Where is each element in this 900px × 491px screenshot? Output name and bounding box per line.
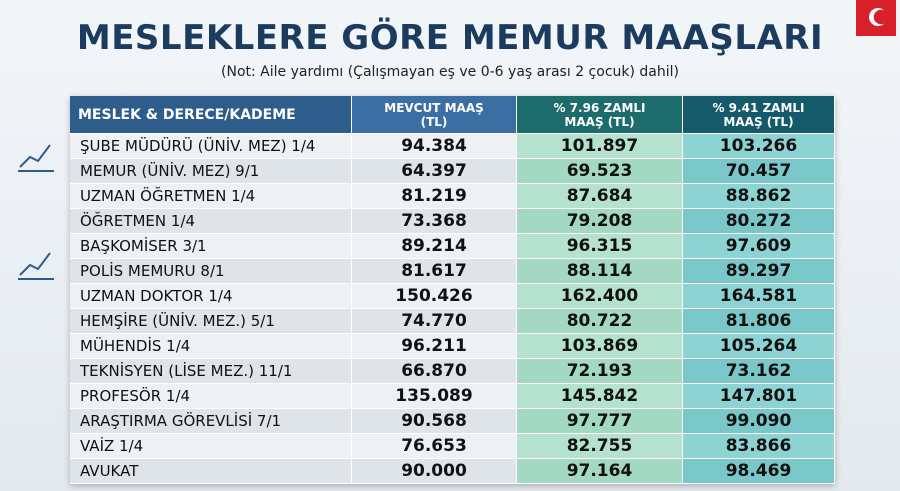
salary-cell: 89.297 (683, 259, 835, 284)
salary-cell: 98.469 (683, 459, 835, 484)
note: (Not: Aile yardımı (Çalışmayan eş ve 0-6… (221, 64, 679, 80)
salary-cell: 162.400 (517, 284, 683, 309)
salary-cell: 96.211 (352, 334, 517, 359)
salary-cell: 97.609 (683, 234, 835, 259)
salary-cell: 97.777 (517, 409, 683, 434)
salary-cell: 101.897 (517, 134, 683, 159)
salary-cell: 164.581 (683, 284, 835, 309)
salary-cell: 90.000 (352, 459, 517, 484)
salary-cell: 79.208 (517, 209, 683, 234)
salary-table: MESLEK & DERECE/KADEME MEVCUT MAAŞ (TL)% … (70, 96, 835, 484)
table-row: ŞUBE MÜDÜRÜ (ÜNİV. MEZ) 1/4 94.384 101.897… (70, 134, 835, 159)
salary-cell: 88.114 (517, 259, 683, 284)
table-row: MÜHENDİS 1/4 96.211 103.869 105.264 (70, 334, 835, 359)
header-row: MESLEK & DERECE/KADEME MEVCUT MAAŞ (TL)% … (70, 96, 835, 134)
table-row: MEMUR (ÜNİV. MEZ) 9/1 64.397 69.523 70.457 (70, 159, 835, 184)
salary-cell: 89.214 (352, 234, 517, 259)
salary-cell: 145.842 (517, 384, 683, 409)
occupation-cell: BAŞKOMİSER 3/1 (70, 234, 352, 259)
flag (856, 0, 896, 36)
salary-cell: 94.384 (352, 134, 517, 159)
occupation-cell: ÖĞRETMEN 1/4 (70, 209, 352, 234)
column-header: MEVCUT MAAŞ (TL) (352, 96, 517, 134)
salary-cell: 103.266 (683, 134, 835, 159)
occupation-cell: POLİS MEMURU 8/1 (70, 259, 352, 284)
salary-cell: 103.869 (517, 334, 683, 359)
salary-cell: 88.862 (683, 184, 835, 209)
occupation-cell: PROFESÖR 1/4 (70, 384, 352, 409)
table-row: UZMAN ÖĞRETMEN 1/4 81.219 87.684 88.862 (70, 184, 835, 209)
table-row: PROFESÖR 1/4 135.089 145.842 147.801 (70, 384, 835, 409)
table-row: VAİZ 1/4 76.653 82.755 83.866 (70, 434, 835, 459)
table-row: ARAŞTIRMA GÖREVLİSİ 7/1 90.568 97.777 99.09… (70, 409, 835, 434)
occupation-cell: HEMŞİRE (ÜNİV. MEZ.) 5/1 (70, 309, 352, 334)
salary-cell: 73.162 (683, 359, 835, 384)
salary-cell: 72.193 (517, 359, 683, 384)
table-row: ÖĞRETMEN 1/4 73.368 79.208 80.272 (70, 209, 835, 234)
salary-cell: 105.264 (683, 334, 835, 359)
salary-cell: 73.368 (352, 209, 517, 234)
table-row: HEMŞİRE (ÜNİV. MEZ.) 5/1 74.770 80.722 81.8… (70, 309, 835, 334)
salary-cell: 150.426 (352, 284, 517, 309)
salary-cell: 96.315 (517, 234, 683, 259)
occupation-cell: ŞUBE MÜDÜRÜ (ÜNİV. MEZ) 1/4 (70, 134, 352, 159)
salary-cell: 70.457 (683, 159, 835, 184)
column-header: % 7.96 ZAMLI MAAŞ (TL) (517, 96, 683, 134)
column-header: % 9.41 ZAMLI MAAŞ (TL) (683, 96, 835, 134)
occupation-cell: MEMUR (ÜNİV. MEZ) 9/1 (70, 159, 352, 184)
salary-cell: 147.801 (683, 384, 835, 409)
salary-cell: 81.806 (683, 309, 835, 334)
salary-cell: 66.870 (352, 359, 517, 384)
column-header: MESLEK & DERECE/KADEME (70, 96, 352, 134)
salary-cell: 135.089 (352, 384, 517, 409)
chart-icon (18, 144, 54, 172)
salary-cell: 64.397 (352, 159, 517, 184)
salary-cell: 76.653 (352, 434, 517, 459)
salary-cell: 74.770 (352, 309, 517, 334)
occupation-cell: TEKNİSYEN (LİSE MEZ.) 11/1 (70, 359, 352, 384)
table-row: UZMAN DOKTOR 1/4 150.426 162.400 164.581 (70, 284, 835, 309)
salary-cell: 97.164 (517, 459, 683, 484)
occupation-cell: MÜHENDİS 1/4 (70, 334, 352, 359)
salary-cell: 80.722 (517, 309, 683, 334)
salary-cell: 90.568 (352, 409, 517, 434)
title: MESLEKLERE GÖRE MEMUR MAAŞLARI (76, 18, 824, 58)
occupation-cell: UZMAN DOKTOR 1/4 (70, 284, 352, 309)
table-row: POLİS MEMURU 8/1 81.617 88.114 89.297 (70, 259, 835, 284)
chart-icon (18, 252, 54, 280)
occupation-cell: UZMAN ÖĞRETMEN 1/4 (70, 184, 352, 209)
salary-cell: 69.523 (517, 159, 683, 184)
salary-cell: 80.272 (683, 209, 835, 234)
salary-cell: 82.755 (517, 434, 683, 459)
table-row: AVUKAT 90.000 97.164 98.469 (70, 459, 835, 484)
table-row: BAŞKOMİSER 3/1 89.214 96.315 97.609 (70, 234, 835, 259)
salary-cell: 81.617 (352, 259, 517, 284)
table-row: TEKNİSYEN (LİSE MEZ.) 11/1 66.870 72.193 73… (70, 359, 835, 384)
occupation-cell: AVUKAT (70, 459, 352, 484)
occupation-cell: ARAŞTIRMA GÖREVLİSİ 7/1 (70, 409, 352, 434)
salary-cell: 99.090 (683, 409, 835, 434)
salary-cell: 81.219 (352, 184, 517, 209)
salary-cell: 87.684 (517, 184, 683, 209)
occupation-cell: VAİZ 1/4 (70, 434, 352, 459)
salary-cell: 83.866 (683, 434, 835, 459)
